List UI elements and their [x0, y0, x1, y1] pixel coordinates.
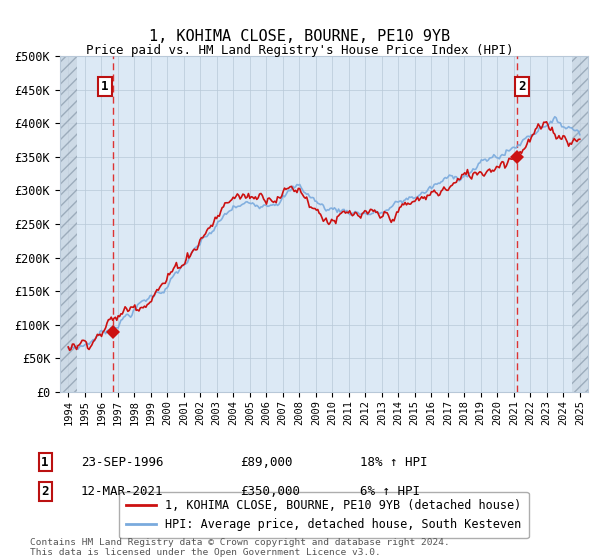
Legend: 1, KOHIMA CLOSE, BOURNE, PE10 9YB (detached house), HPI: Average price, detached: 1, KOHIMA CLOSE, BOURNE, PE10 9YB (detac… — [119, 492, 529, 538]
Text: 6% ↑ HPI: 6% ↑ HPI — [360, 485, 420, 498]
Text: 18% ↑ HPI: 18% ↑ HPI — [360, 455, 427, 469]
Text: £89,000: £89,000 — [240, 455, 293, 469]
Text: 2: 2 — [518, 80, 526, 93]
Text: 12-MAR-2021: 12-MAR-2021 — [81, 485, 163, 498]
Text: Price paid vs. HM Land Registry's House Price Index (HPI): Price paid vs. HM Land Registry's House … — [86, 44, 514, 57]
Text: 1, KOHIMA CLOSE, BOURNE, PE10 9YB: 1, KOHIMA CLOSE, BOURNE, PE10 9YB — [149, 29, 451, 44]
Text: 1: 1 — [101, 80, 109, 93]
Bar — [571, 56, 588, 392]
Text: £350,000: £350,000 — [240, 485, 300, 498]
Text: Contains HM Land Registry data © Crown copyright and database right 2024.
This d: Contains HM Land Registry data © Crown c… — [30, 538, 450, 557]
Text: 1: 1 — [41, 455, 49, 469]
Text: 23-SEP-1996: 23-SEP-1996 — [81, 455, 163, 469]
Bar — [60, 56, 77, 392]
Text: 2: 2 — [41, 485, 49, 498]
